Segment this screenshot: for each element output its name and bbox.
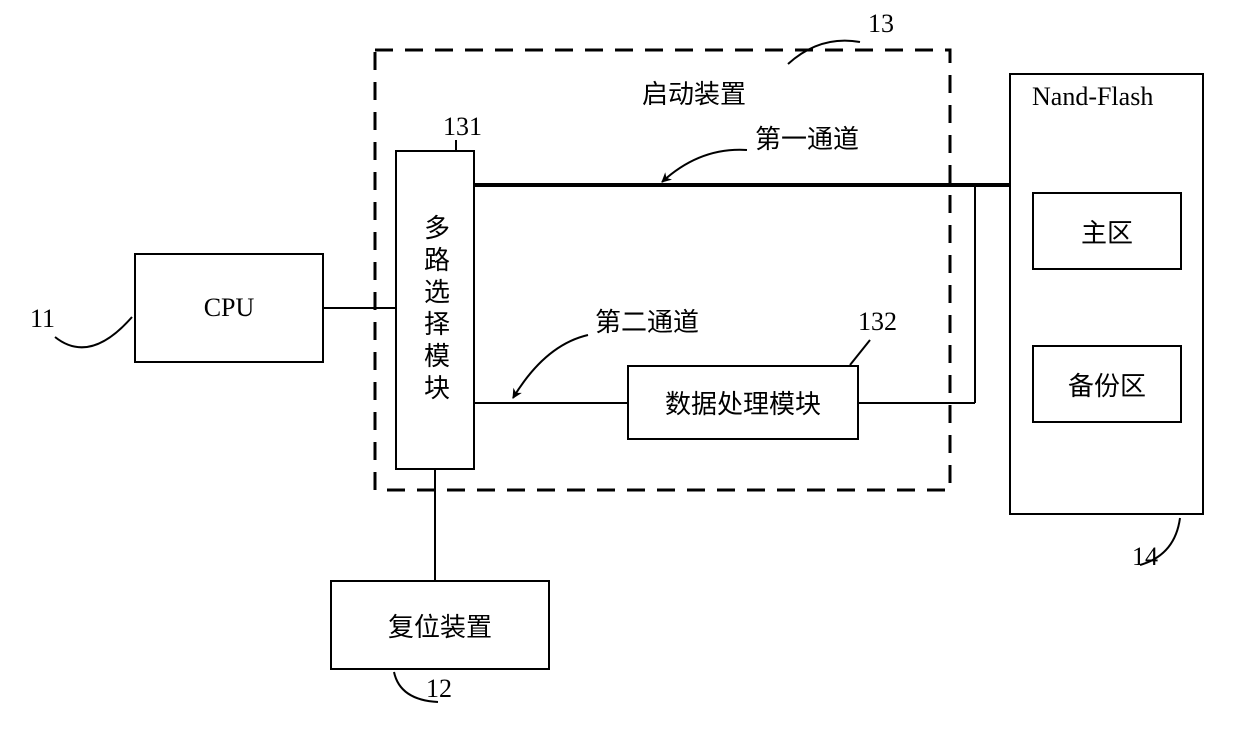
flash-main-label: 主区 [1081, 213, 1133, 250]
leader-132 [850, 340, 870, 365]
ref-12: 12 [426, 674, 452, 704]
channel1-label: 第一通道 [755, 119, 859, 156]
cpu-label: CPU [204, 293, 255, 323]
reset-box: 复位装置 [330, 580, 550, 670]
arrow-channel1 [662, 150, 747, 182]
ref-13: 13 [868, 9, 894, 39]
mux-label: 多路选择模块 [417, 214, 454, 406]
dataproc-label: 数据处理模块 [665, 384, 821, 421]
reset-label: 复位装置 [388, 607, 492, 644]
flash-title: Nand-Flash [1032, 82, 1153, 112]
ref-14: 14 [1132, 542, 1158, 572]
flash-backup-box: 备份区 [1032, 345, 1182, 423]
channel2-label: 第二通道 [595, 302, 699, 339]
startup-title: 启动装置 [642, 74, 746, 111]
cpu-box: CPU [134, 253, 324, 363]
flash-box [1009, 73, 1204, 515]
ref-132: 132 [858, 307, 897, 337]
ref-11: 11 [30, 304, 55, 334]
ref-131: 131 [443, 112, 482, 142]
mux-box: 多路选择模块 [395, 150, 475, 470]
flash-backup-label: 备份区 [1068, 366, 1146, 403]
dataproc-box: 数据处理模块 [627, 365, 859, 440]
flash-main-box: 主区 [1032, 192, 1182, 270]
arrow-channel2 [513, 335, 588, 398]
leader-11 [55, 317, 132, 347]
leader-13 [788, 41, 860, 64]
